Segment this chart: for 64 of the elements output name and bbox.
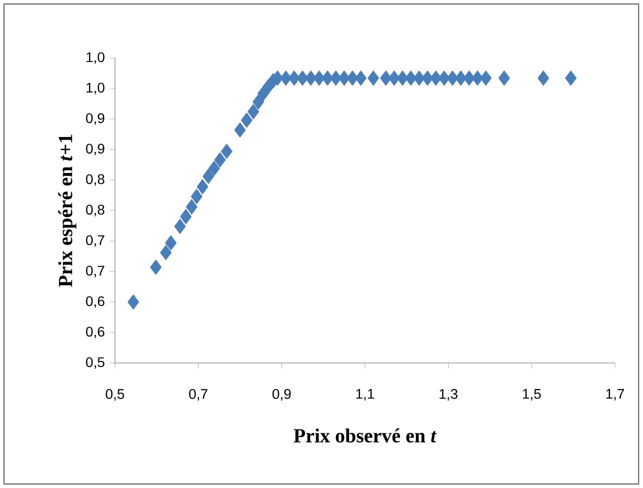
point [305, 70, 317, 86]
point [330, 70, 342, 86]
point [165, 235, 177, 250]
y-tick-label: 1,0 [86, 82, 104, 94]
point [128, 294, 140, 310]
point [438, 70, 450, 86]
y-tick-label: 1,0 [86, 52, 104, 64]
point [180, 208, 192, 224]
point [186, 199, 198, 214]
point [446, 70, 458, 86]
point [174, 218, 186, 234]
point [220, 144, 232, 159]
point [430, 70, 442, 86]
y-tick-label: 0,9 [86, 144, 104, 156]
point [565, 70, 577, 86]
point [252, 94, 264, 110]
point [480, 70, 492, 86]
point [296, 70, 308, 86]
point [313, 70, 325, 86]
x-tick-label: 1,1 [356, 389, 374, 400]
point [405, 70, 417, 86]
x-axis-title: Prix observé en t [294, 428, 437, 442]
x-tick-label: 1,5 [523, 389, 541, 400]
y-tick-label: 0,6 [86, 296, 104, 308]
point [380, 70, 392, 86]
y-tick-label: 0,8 [86, 204, 104, 216]
point [346, 70, 358, 86]
y-tick-label: 0,7 [86, 266, 104, 278]
point [190, 188, 202, 204]
point [322, 70, 334, 86]
point [234, 122, 246, 138]
point [396, 70, 408, 86]
point [248, 104, 260, 120]
point [202, 168, 214, 184]
y-tick-label: 0,9 [86, 113, 104, 125]
point [196, 179, 208, 194]
point [538, 70, 550, 86]
x-tick-label: 1,7 [606, 389, 624, 400]
point [208, 160, 220, 176]
point [240, 112, 252, 128]
point [160, 244, 172, 260]
point [288, 70, 300, 86]
x-tick-label: 1,3 [440, 389, 458, 401]
point [472, 70, 484, 86]
point [355, 70, 367, 86]
point [214, 152, 226, 168]
y-axis-title: Prix espéré en t+1 [58, 134, 76, 287]
point [455, 70, 467, 86]
x-tick-label: 0,5 [106, 389, 124, 401]
point [368, 70, 380, 86]
x-tick-label: 0,7 [189, 389, 208, 401]
point [150, 260, 162, 275]
point [338, 70, 350, 86]
point [280, 70, 292, 86]
point [422, 70, 434, 86]
y-tick-label: 0,8 [86, 174, 104, 186]
point [463, 70, 475, 86]
point [413, 70, 425, 86]
x-tick-label: 0,9 [272, 389, 291, 401]
point [498, 70, 510, 86]
y-tick-label: 0,6 [86, 326, 104, 338]
y-tick-label: 0,7 [86, 235, 104, 247]
y-tick-label: 0,5 [86, 357, 104, 369]
point [388, 70, 400, 86]
